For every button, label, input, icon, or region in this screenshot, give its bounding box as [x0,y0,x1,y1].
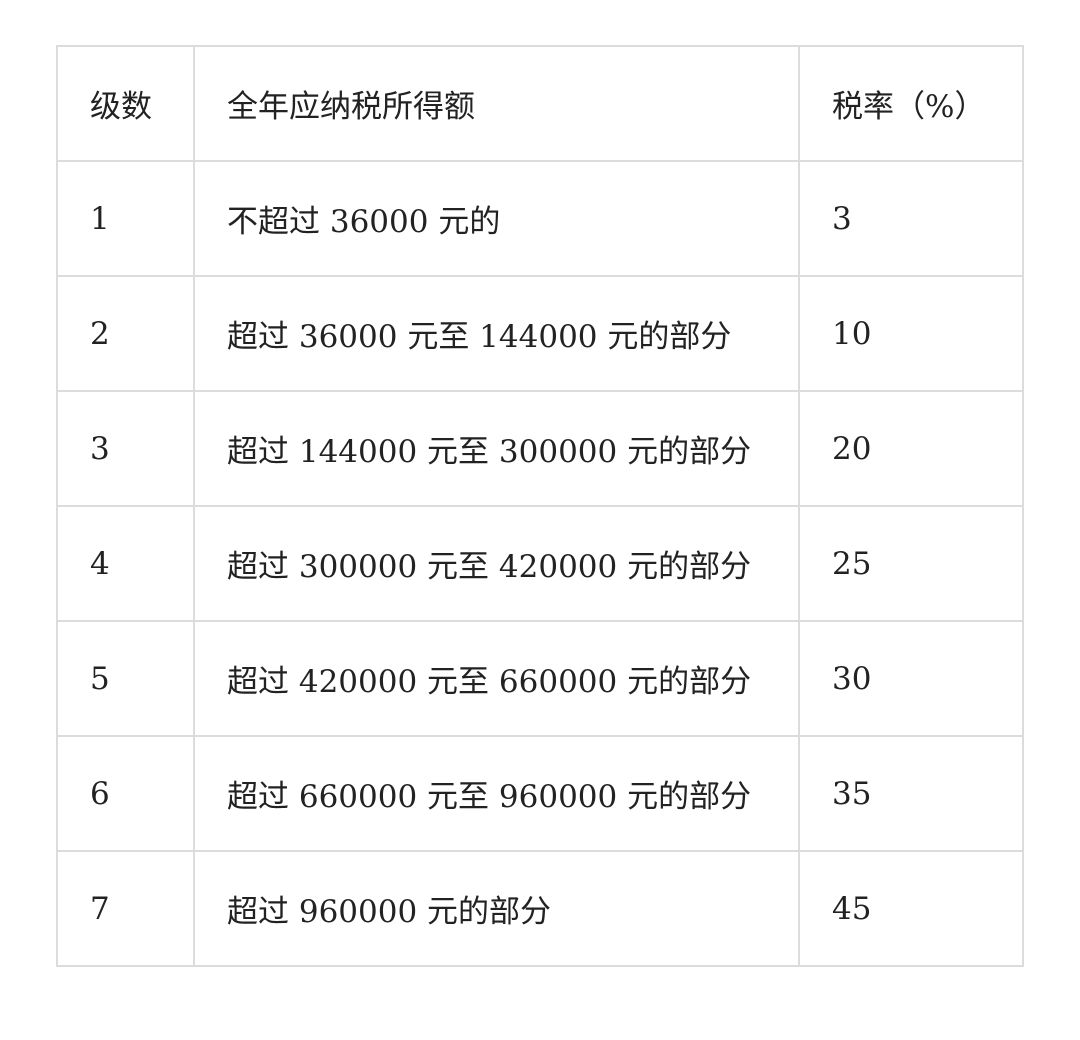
table-row: 6 超过 660000 元至 960000 元的部分 35 [56,735,1024,852]
cell-level: 7 [56,850,195,967]
cell-tax-rate: 25 [798,505,1024,622]
table-row: 3 超过 144000 元至 300000 元的部分 20 [56,390,1024,507]
cell-level: 5 [56,620,195,737]
cell-level: 2 [56,275,195,392]
cell-tax-rate: 35 [798,735,1024,852]
cell-taxable-income: 不超过 36000 元的 [193,160,800,277]
tax-rate-table: 级数 全年应纳税所得额 税率（%） 1 不超过 36000 元的 3 2 超过 3600… [56,45,1024,967]
table-header-row: 级数 全年应纳税所得额 税率（%） [56,45,1024,162]
header-level: 级数 [56,45,195,162]
table-row: 7 超过 960000 元的部分 45 [56,850,1024,967]
table-row: 1 不超过 36000 元的 3 [56,160,1024,277]
cell-taxable-income: 超过 144000 元至 300000 元的部分 [193,390,800,507]
cell-taxable-income: 超过 300000 元至 420000 元的部分 [193,505,800,622]
cell-level: 1 [56,160,195,277]
cell-level: 6 [56,735,195,852]
cell-tax-rate: 45 [798,850,1024,967]
table-row: 4 超过 300000 元至 420000 元的部分 25 [56,505,1024,622]
header-tax-rate: 税率（%） [798,45,1024,162]
cell-taxable-income: 超过 420000 元至 660000 元的部分 [193,620,800,737]
cell-tax-rate: 20 [798,390,1024,507]
cell-tax-rate: 30 [798,620,1024,737]
table-row: 5 超过 420000 元至 660000 元的部分 30 [56,620,1024,737]
cell-taxable-income: 超过 36000 元至 144000 元的部分 [193,275,800,392]
cell-taxable-income: 超过 960000 元的部分 [193,850,800,967]
header-taxable-income: 全年应纳税所得额 [193,45,800,162]
cell-tax-rate: 10 [798,275,1024,392]
cell-tax-rate: 3 [798,160,1024,277]
table-row: 2 超过 36000 元至 144000 元的部分 10 [56,275,1024,392]
cell-level: 4 [56,505,195,622]
cell-level: 3 [56,390,195,507]
cell-taxable-income: 超过 660000 元至 960000 元的部分 [193,735,800,852]
